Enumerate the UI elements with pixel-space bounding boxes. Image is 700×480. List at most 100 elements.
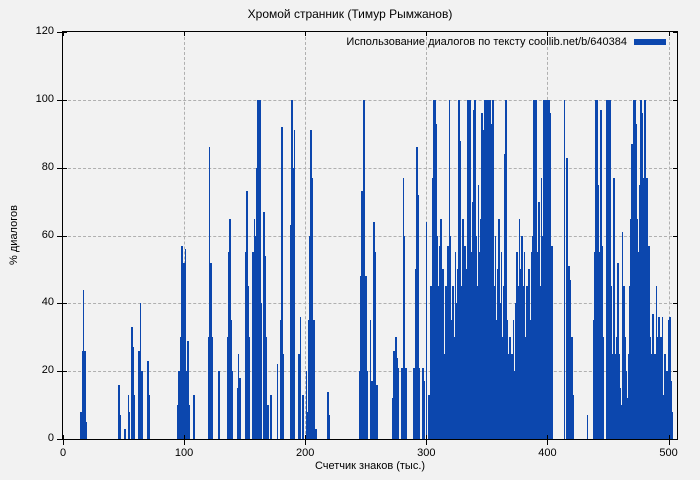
- impulse-bar: [231, 371, 234, 439]
- impulse-bar: [536, 252, 539, 439]
- impulse-bar: [245, 252, 247, 439]
- impulse-bar: [608, 99, 611, 439]
- impulse-bar: [397, 367, 400, 439]
- y-tick-label: 100: [35, 92, 54, 105]
- x-tick-label: 500: [659, 447, 678, 459]
- impulse-bar: [453, 337, 456, 439]
- impulse-bar: [185, 371, 188, 439]
- impulse-bar: [645, 177, 648, 439]
- impulse-bar: [179, 337, 182, 439]
- impulse-bar: [228, 252, 230, 439]
- impulse-bar: [446, 337, 448, 439]
- impulse-bar: [81, 350, 84, 439]
- impulse-bar: [592, 320, 595, 439]
- impulse-bar: [432, 99, 435, 439]
- impulse-bar: [656, 337, 659, 439]
- impulse-bar: [610, 286, 613, 439]
- impulse-bar: [374, 252, 377, 439]
- impulse-bar: [264, 255, 267, 439]
- x-tick-mark: [305, 440, 307, 445]
- impulse-bar: [546, 99, 549, 439]
- x-tick-mark: [547, 32, 549, 36]
- impulse-bar: [184, 249, 187, 439]
- impulse-bar: [473, 99, 476, 439]
- impulse-bar: [487, 123, 489, 439]
- impulse-bar: [226, 337, 229, 439]
- impulse-bar: [180, 245, 183, 439]
- impulse-bar: [306, 411, 309, 439]
- impulse-bar: [533, 99, 535, 439]
- y-tick-label: 60: [41, 228, 54, 241]
- x-tick-mark: [547, 440, 549, 445]
- impulse-bar: [475, 235, 477, 439]
- impulse-bar: [481, 113, 483, 439]
- impulse-bar: [513, 371, 516, 439]
- x-tick-label: 200: [296, 447, 315, 459]
- impulse-bar: [651, 313, 654, 439]
- impulse-bar: [246, 191, 248, 439]
- impulse-bar: [476, 286, 479, 439]
- y-tick-mark: [57, 235, 62, 237]
- x-tick-label: 100: [174, 447, 194, 459]
- impulse-bar: [309, 235, 311, 439]
- grid-line-vertical: [668, 32, 670, 439]
- y-tick-mark: [673, 303, 677, 305]
- y-tick-mark: [57, 167, 62, 169]
- impulse-bar: [433, 99, 436, 439]
- impulse-bar: [454, 252, 457, 439]
- impulse-bar: [327, 391, 330, 439]
- impulse-bar: [457, 269, 459, 439]
- impulse-bar: [431, 177, 434, 439]
- y-tick-mark: [63, 235, 67, 237]
- impulse-bar: [375, 384, 378, 439]
- impulse-bar: [132, 347, 135, 439]
- impulse-bar: [440, 218, 442, 439]
- impulse-bar: [465, 269, 468, 439]
- impulse-bar: [139, 303, 142, 439]
- impulse-bar: [421, 367, 424, 439]
- impulse-bar: [460, 286, 463, 439]
- impulse-bar: [521, 235, 523, 439]
- impulse-bar: [615, 337, 618, 439]
- y-tick-mark: [57, 371, 62, 373]
- impulse-bar: [292, 167, 294, 439]
- impulse-bar: [530, 252, 533, 439]
- impulse-bar: [293, 130, 296, 439]
- y-tick-mark: [57, 99, 62, 101]
- y-tick-mark: [673, 235, 677, 237]
- impulse-bar: [371, 381, 373, 439]
- impulse-bar: [369, 320, 372, 439]
- impulse-bar: [312, 320, 315, 439]
- impulse-bar: [146, 361, 149, 439]
- impulse-bar: [568, 266, 571, 439]
- impulse-bar: [621, 232, 624, 439]
- impulse-bar: [358, 371, 361, 439]
- y-tick-mark: [673, 439, 677, 440]
- x-tick-mark: [184, 435, 186, 439]
- impulse-bar: [131, 327, 133, 439]
- impulse-bar: [586, 415, 589, 439]
- impulse-bar: [470, 252, 472, 439]
- impulse-bar: [308, 320, 310, 439]
- legend: Использование диалогов по тексту coollib…: [346, 35, 666, 49]
- impulse-bar: [498, 218, 500, 439]
- impulse-bar: [362, 99, 365, 439]
- y-tick-labels: 0 20 40 60 80 100 120: [0, 25, 54, 444]
- impulse-bar: [463, 303, 465, 439]
- impulse-bar: [544, 99, 546, 439]
- impulse-bar: [483, 99, 486, 439]
- impulse-bar: [635, 123, 637, 439]
- plot-area: Использование диалогов по тексту coollib…: [57, 31, 678, 445]
- impulse-bar: [595, 99, 597, 439]
- y-tick-label: 0: [47, 432, 54, 444]
- impulse-bar: [670, 381, 672, 439]
- impulse-bar: [192, 394, 195, 439]
- impulse-bar: [438, 245, 441, 439]
- impulse-bar: [612, 354, 614, 439]
- y-tick-mark: [673, 371, 677, 373]
- grid-line-vertical: [305, 32, 307, 439]
- impulse-bar: [507, 354, 510, 439]
- impulse-bar: [527, 354, 529, 439]
- impulse-bar: [254, 235, 257, 439]
- impulse-bar: [596, 99, 598, 439]
